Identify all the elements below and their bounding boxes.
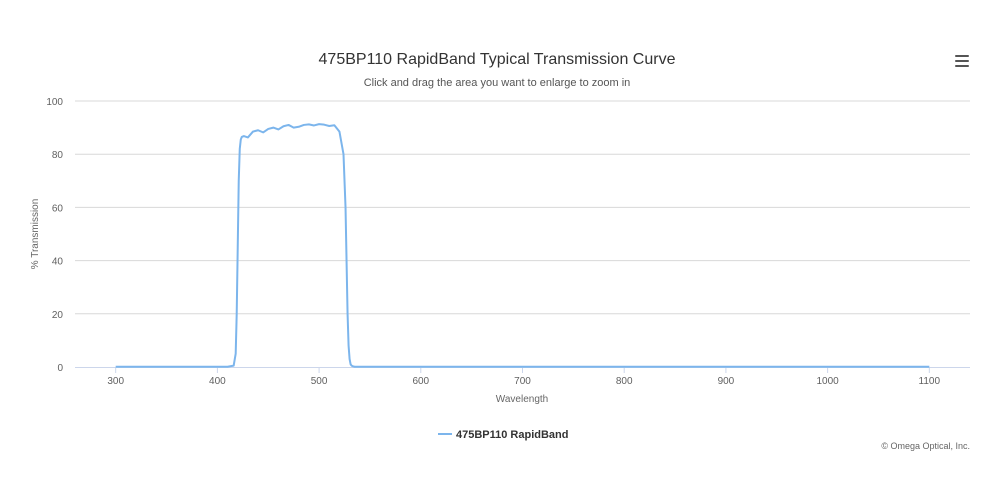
y-axis-title: % Transmission <box>30 199 41 270</box>
hamburger-menu-icon[interactable] <box>948 50 976 72</box>
grid-lines <box>75 100 970 315</box>
series-line-0[interactable] <box>115 123 930 368</box>
x-tick-label: 400 <box>209 376 226 387</box>
y-tick-label: 20 <box>52 310 64 321</box>
x-tick-label: 700 <box>514 376 531 387</box>
chart-subtitle: Click and drag the area you want to enla… <box>364 77 631 89</box>
y-tick-label: 60 <box>52 203 64 214</box>
x-axis-ticks: 300 400 500 600 700 800 900 1000 1100 <box>107 367 941 387</box>
y-tick-label: 0 <box>57 363 63 374</box>
x-axis-title: Wavelength <box>496 394 548 405</box>
chart-title: 475BP110 RapidBand Typical Transmission … <box>319 51 676 68</box>
x-tick-label: 1100 <box>919 376 941 387</box>
menu-bar-top <box>955 55 969 57</box>
x-tick-label: 900 <box>718 376 735 387</box>
y-tick-label: 80 <box>52 150 64 161</box>
credits-text[interactable]: © Omega Optical, Inc. <box>881 441 970 451</box>
x-tick-label: 800 <box>616 376 633 387</box>
x-tick-label: 500 <box>311 376 328 387</box>
legend[interactable]: 475BP110 RapidBand <box>438 429 569 441</box>
x-tick-label: 300 <box>107 376 124 387</box>
x-tick-label: 1000 <box>816 376 839 387</box>
menu-bar-bottom <box>955 65 969 67</box>
plot-series[interactable] <box>115 123 930 368</box>
x-tick-label: 600 <box>412 376 429 387</box>
y-tick-label: 100 <box>46 97 63 108</box>
y-tick-label: 40 <box>52 257 64 268</box>
legend-item-label[interactable]: 475BP110 RapidBand <box>456 429 569 441</box>
menu-bar-middle <box>955 60 969 62</box>
y-axis-ticks: 0 20 40 60 80 100 <box>46 97 63 374</box>
